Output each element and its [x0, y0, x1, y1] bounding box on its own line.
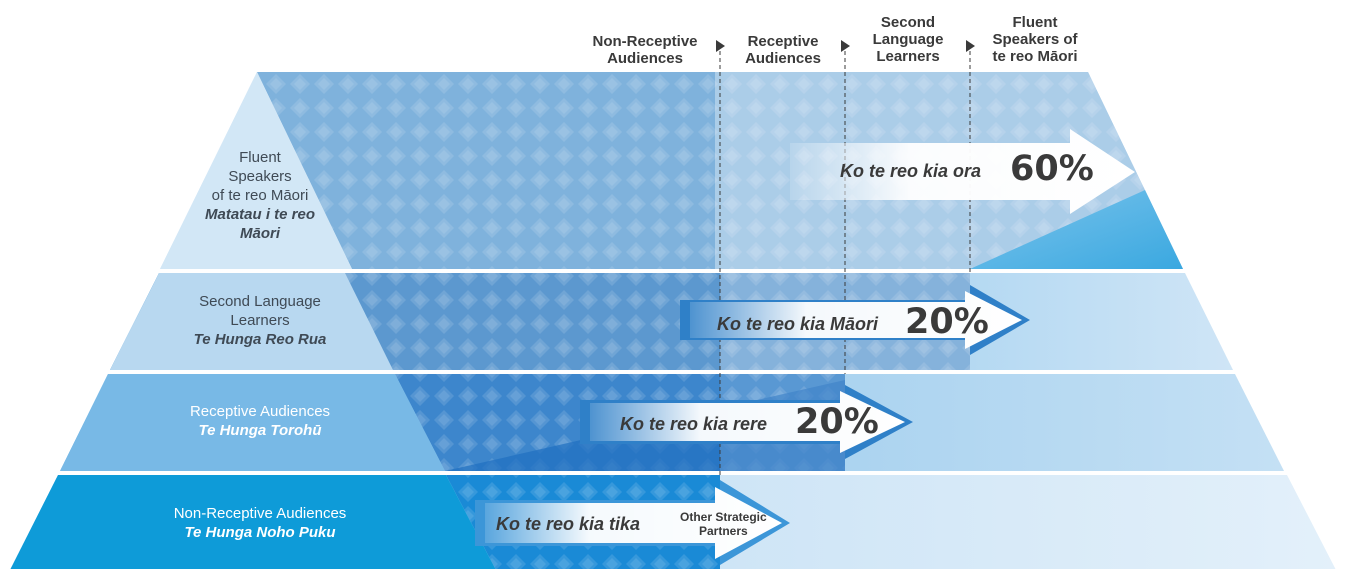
- row-label-english: Second Language: [199, 293, 321, 310]
- arrow-label-maori: Ko te reo kia Māori: [717, 314, 879, 334]
- fluent-label-panel: [160, 72, 352, 269]
- column-heading-line: Speakers of: [992, 31, 1078, 48]
- arrow-value-maori: 20%: [905, 302, 989, 342]
- row-label-english: Non-Receptive Audiences: [173, 505, 347, 522]
- row-label-fluent: Fluent Speakers of te reo Māori Matatau …: [185, 148, 335, 243]
- column-heading-line: Non-Receptive: [592, 33, 698, 50]
- row-label-second-language: Second Language Learners Te Hunga Reo Ru…: [150, 292, 370, 349]
- row-label-maori: Te Hunga Noho Puku: [184, 524, 336, 541]
- column-heading-line: Audiences: [607, 50, 683, 67]
- row-label-english: Speakers: [228, 168, 292, 185]
- column-heading-line: Fluent: [1012, 14, 1058, 31]
- receptive-label-panel: [60, 374, 445, 471]
- column-heading-line: Receptive: [747, 33, 819, 50]
- row-label-english: of te reo Māori: [211, 187, 309, 204]
- triangle-right-icon: [966, 40, 975, 52]
- fluent-growth-wedge: [970, 190, 1183, 269]
- column-heading-fluent: Fluent Speakers of te reo Māori: [975, 14, 1095, 65]
- row-label-english: Learners: [230, 312, 290, 329]
- column-heading-non-receptive: Non-Receptive Audiences: [585, 33, 705, 67]
- row-label-maori: Māori: [239, 225, 280, 242]
- row-label-english: Fluent: [239, 149, 281, 166]
- column-heading-line: Learners: [876, 48, 940, 65]
- arrow-label-tika: Ko te reo kia tika: [496, 514, 641, 534]
- column-heading-line: Second: [880, 14, 936, 31]
- row-label-receptive: Receptive Audiences Te Hunga Torohū: [130, 402, 390, 440]
- arrow-tika: [475, 480, 790, 565]
- column-heading-line: Audiences: [745, 50, 821, 67]
- tier-second-language: [110, 273, 1233, 370]
- row-label-maori: Te Hunga Reo Rua: [193, 331, 327, 348]
- row-label-non-receptive: Non-Receptive Audiences Te Hunga Noho Pu…: [110, 504, 410, 542]
- column-heading-receptive: Receptive Audiences: [733, 33, 833, 67]
- second-language-label-panel: [110, 273, 393, 370]
- arrow-value-ora: 60%: [1010, 149, 1094, 189]
- column-heading-line: Language: [872, 31, 944, 48]
- arrow-label-rere: Ko te reo kia rere: [620, 414, 768, 434]
- arrow-label-ora: Ko te reo kia ora: [840, 161, 982, 181]
- arrow-value-rere: 20%: [795, 402, 879, 442]
- arrow-maori: [680, 285, 1030, 355]
- row-label-english: Receptive Audiences: [189, 403, 331, 420]
- non-receptive-label-panel: [10, 475, 496, 569]
- triangle-right-icon: [716, 40, 725, 52]
- partners-label-line: Other Strategic: [680, 510, 767, 524]
- partners-label-line: Partners: [699, 524, 748, 538]
- arrow-rere: [580, 385, 913, 459]
- column-heading-line: te reo Māori: [992, 48, 1078, 65]
- column-heading-second-language: Second Language Learners: [858, 14, 958, 65]
- other-strategic-partners-label: Other Strategic Partners: [680, 510, 767, 538]
- triangle-right-icon: [841, 40, 850, 52]
- row-label-maori: Te Hunga Torohū: [198, 422, 322, 439]
- arrow-ora: [790, 129, 1135, 214]
- row-label-maori: Matatau i te reo: [204, 206, 316, 223]
